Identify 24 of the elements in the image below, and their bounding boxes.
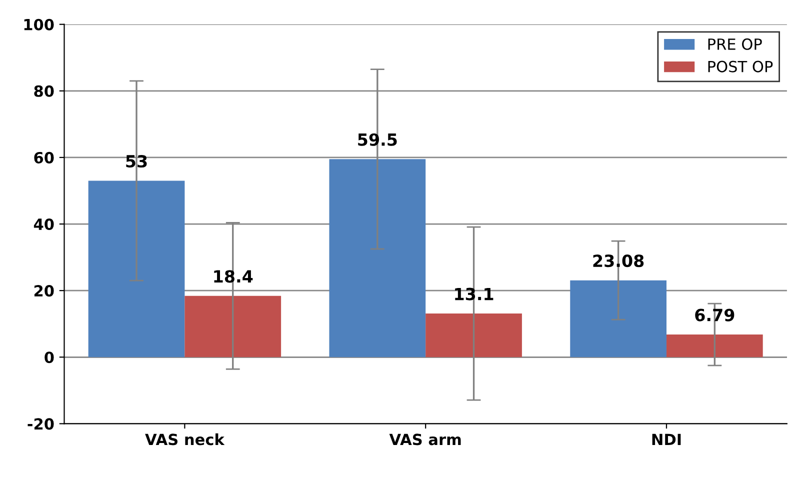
data-label: 59.5 [358, 133, 397, 146]
legend-label: POST OP [708, 60, 773, 72]
x-tick-label: VAS neck [145, 433, 225, 446]
bar [184, 296, 282, 358]
bar [329, 159, 426, 358]
y-tick-label: 0 [44, 352, 54, 364]
legend-label: PRE OP [708, 38, 762, 50]
bar [570, 280, 666, 358]
y-tick-label: -20 [28, 418, 54, 430]
y-tick-label: 80 [34, 85, 54, 97]
bar [88, 180, 185, 358]
data-label: 53 [126, 154, 147, 168]
y-tick-label: 40 [34, 218, 54, 230]
y-tick-label: 20 [34, 285, 54, 297]
y-tick-label: 100 [24, 18, 54, 30]
data-label: 18.4 [214, 270, 253, 283]
y-tick-label: 60 [34, 152, 54, 164]
x-tick-label: VAS arm [389, 434, 461, 446]
data-label: 23.08 [593, 254, 644, 268]
data-label: 6.79 [695, 308, 734, 322]
x-tick-label: NDI [652, 434, 681, 446]
data-label: 13.1 [455, 288, 494, 300]
bar [426, 314, 522, 358]
bar [666, 334, 763, 358]
